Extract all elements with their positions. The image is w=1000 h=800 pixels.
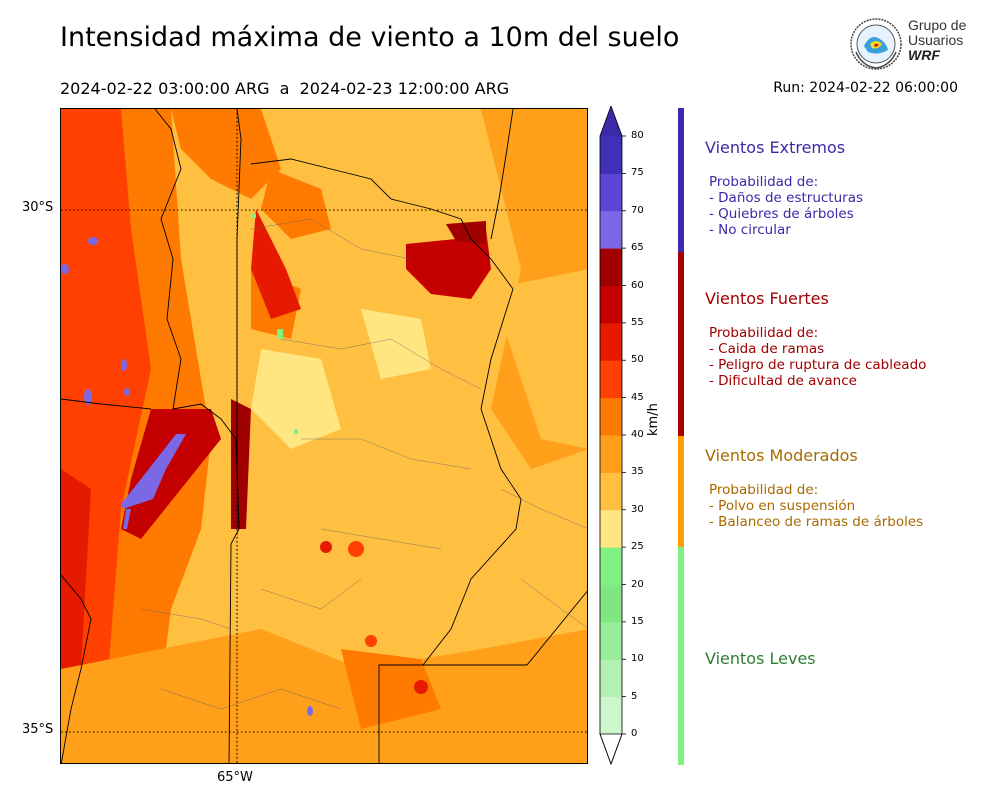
colorbar-segment — [600, 173, 622, 212]
colorbar-unit-label: km/h — [646, 403, 661, 436]
category-heading: Vientos Moderados — [705, 446, 858, 465]
category-heading: Vientos Leves — [705, 649, 816, 668]
description-line: - Caida de ramas — [709, 341, 825, 357]
category-band — [678, 547, 684, 765]
description-line: Probabilidad de: — [709, 482, 819, 498]
logo-line-2: Usuarios — [908, 32, 964, 48]
colorbar-segment — [600, 397, 622, 436]
category-band — [678, 252, 684, 436]
category-description: Probabilidad de: - Polvo en suspensión -… — [705, 482, 923, 530]
colorbar-segment — [600, 584, 622, 623]
category-leves: Vientos Leves — [705, 649, 816, 668]
description-line: - Peligro de ruptura de cableado — [709, 357, 927, 373]
lat-label-30s: 30°S — [22, 200, 54, 215]
description-line: - Quiebres de árboles — [709, 206, 854, 222]
colorbar-segment — [600, 248, 622, 286]
colorbar-tick-label: 70 — [631, 204, 644, 216]
colorbar-segment — [600, 435, 622, 473]
colorbar-tick-label: 10 — [631, 653, 644, 665]
colorbar-segment — [600, 547, 622, 585]
category-description: Probabilidad de: - Caida de ramas - Peli… — [705, 325, 926, 389]
colorbar-segment — [600, 472, 622, 511]
colorbar-tick-label: 40 — [631, 429, 644, 440]
description-line: Probabilidad de: — [709, 174, 819, 190]
colorbar-tick-label: 50 — [631, 354, 644, 366]
colorbar-tick-label: 75 — [631, 167, 644, 179]
wind-map — [60, 108, 588, 764]
description-line: - Polvo en suspensión — [709, 498, 856, 514]
colorbar-segment — [600, 210, 622, 249]
grupo-usuarios-wrf-logo: Grupo de Usuarios WRF — [848, 16, 973, 72]
category-description: Probabilidad de: - Daños de estructuras … — [705, 174, 863, 238]
description-line: - Balanceo de ramas de árboles — [709, 514, 924, 530]
category-extremos: Vientos Extremos Probabilidad de: - Daño… — [705, 138, 863, 238]
colorbar-segment — [600, 696, 622, 735]
logo-line-1: Grupo de — [908, 17, 967, 33]
colorbar-segment — [600, 509, 622, 548]
wind-field-svg — [61, 109, 587, 763]
description-line: - Daños de estructuras — [709, 190, 864, 206]
category-moderados: Vientos Moderados Probabilidad de: - Pol… — [705, 446, 923, 530]
description-line: - No circular — [709, 222, 791, 238]
forecast-period: 2024-02-22 03:00:00 ARG a 2024-02-23 12:… — [60, 79, 510, 98]
colorbar-over-arrow — [600, 106, 622, 136]
description-line: Probabilidad de: — [709, 325, 819, 341]
colorbar-under-arrow — [599, 733, 623, 766]
description-line: - Dificultad de avance — [709, 373, 857, 389]
lon-label-65w: 65°W — [217, 770, 253, 785]
category-fuertes: Vientos Fuertes Probabilidad de: - Caida… — [705, 289, 926, 389]
colorbar-tick-label: 80 — [631, 130, 644, 141]
category-heading: Vientos Extremos — [705, 138, 846, 157]
colorbar-tick-label: 45 — [631, 391, 644, 403]
colorbar-tick-label: 60 — [631, 279, 644, 291]
colorbar-tick-label: 55 — [631, 316, 644, 328]
map-title: Intensidad máxima de viento a 10m del su… — [60, 22, 680, 53]
colorbar-tick-label: 0 — [631, 728, 638, 739]
run-timestamp: Run: 2024-02-22 06:00:00 — [773, 80, 958, 96]
colorbar-segment — [600, 659, 622, 698]
colorbar-segment — [600, 322, 622, 361]
colorbar-segment — [600, 136, 622, 174]
colorbar-segment — [600, 360, 622, 399]
logo-line-3: WRF — [908, 47, 940, 63]
colorbar-tick-label: 5 — [631, 690, 638, 702]
colorbar-tick-label: 25 — [631, 541, 644, 553]
colorbar-segment — [600, 621, 622, 660]
category-heading: Vientos Fuertes — [705, 289, 829, 308]
colorbar-tick-label: 65 — [631, 242, 644, 254]
colorbar-segment — [600, 285, 622, 324]
lat-label-35s: 35°S — [22, 722, 54, 737]
category-band — [678, 436, 684, 547]
colorbar-tick-label: 35 — [631, 466, 644, 478]
globe-logo-icon — [850, 18, 902, 70]
colorbar-tick-label: 15 — [631, 615, 644, 627]
colorbar — [599, 106, 626, 766]
colorbar-tick-label: 20 — [631, 578, 644, 590]
colorbar-tick-label: 30 — [631, 503, 644, 515]
category-band — [678, 108, 684, 252]
